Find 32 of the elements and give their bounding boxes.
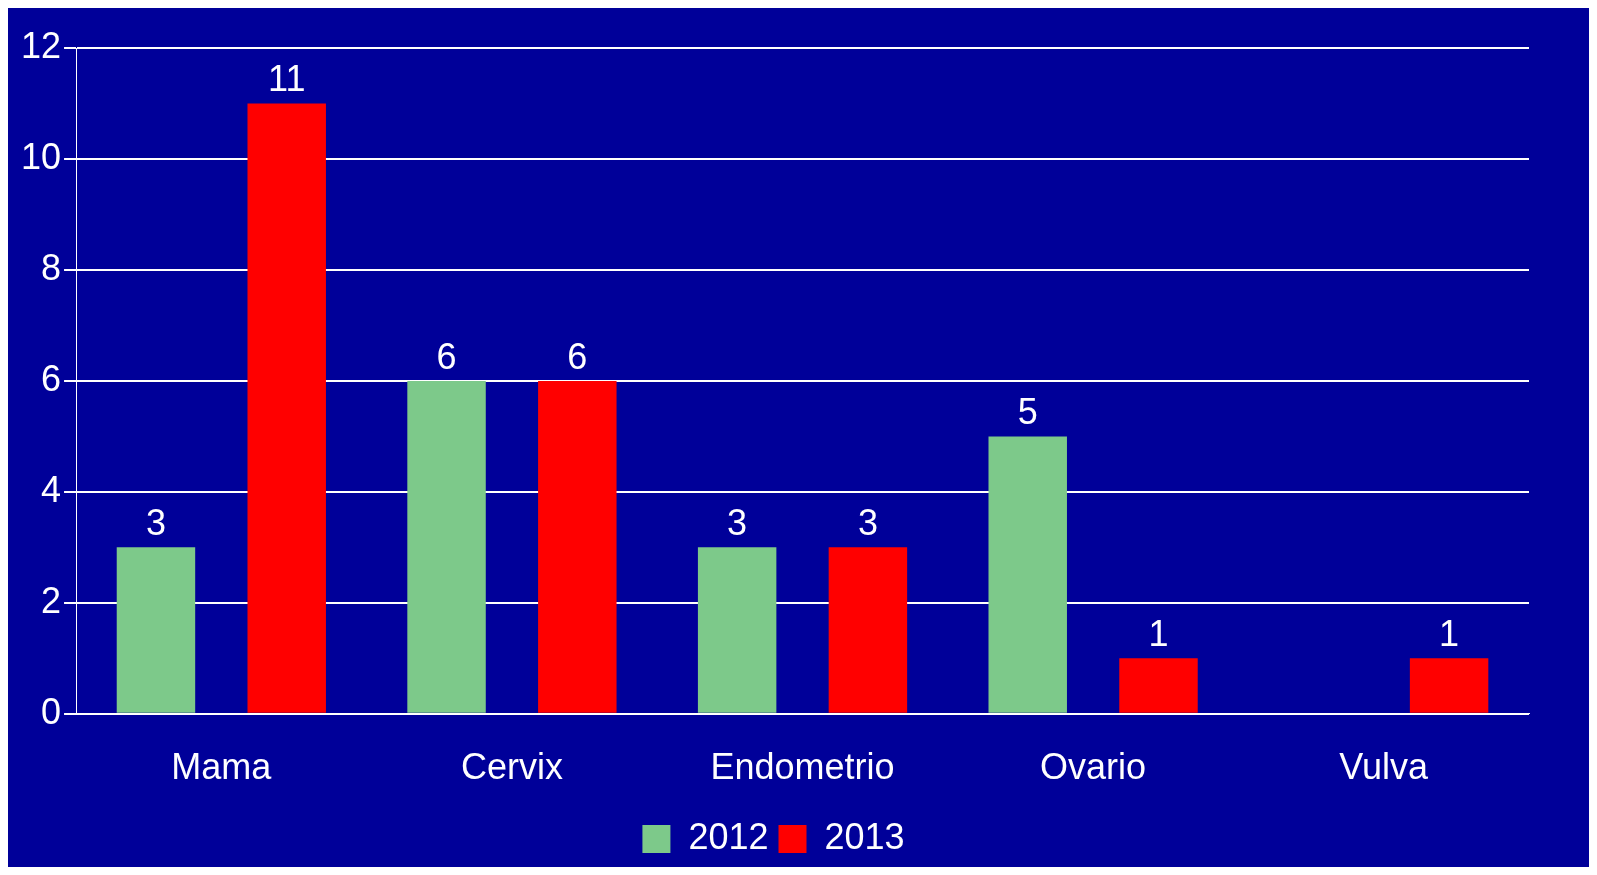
bar — [538, 380, 617, 713]
y-tick-label: 2 — [41, 579, 62, 621]
x-tick-label: Vulva — [1339, 746, 1430, 788]
y-tick-label: 12 — [21, 24, 62, 66]
data-label: 1 — [1439, 613, 1460, 655]
bar — [697, 547, 777, 713]
y-tick-label: 10 — [21, 135, 62, 177]
y-tick-label: 0 — [41, 690, 62, 732]
data-label: 3 — [145, 502, 166, 544]
bar — [116, 547, 196, 713]
x-tick-label: Cervix — [460, 746, 563, 788]
x-tick-label: Endometrio — [710, 746, 895, 788]
x-tick-label: Ovario — [1040, 746, 1147, 788]
bar — [1409, 658, 1489, 713]
bar — [988, 436, 1067, 713]
legend-label: 2012 — [688, 815, 769, 857]
bar — [407, 380, 486, 713]
bar — [1119, 658, 1198, 713]
data-label: 6 — [567, 335, 588, 377]
data-label: 1 — [1148, 613, 1169, 655]
legend-label: 2013 — [824, 815, 905, 857]
data-label: 5 — [1017, 391, 1038, 433]
data-label: 11 — [268, 58, 306, 100]
x-tick-label: Mama — [171, 746, 273, 788]
y-tick-label: 6 — [41, 357, 62, 399]
bar — [828, 547, 908, 713]
data-label: 3 — [727, 502, 748, 544]
y-tick-label: 8 — [41, 246, 62, 288]
data-label: 3 — [857, 502, 878, 544]
y-tick-label: 4 — [41, 468, 62, 510]
bar — [247, 103, 326, 713]
data-label: 6 — [436, 335, 457, 377]
